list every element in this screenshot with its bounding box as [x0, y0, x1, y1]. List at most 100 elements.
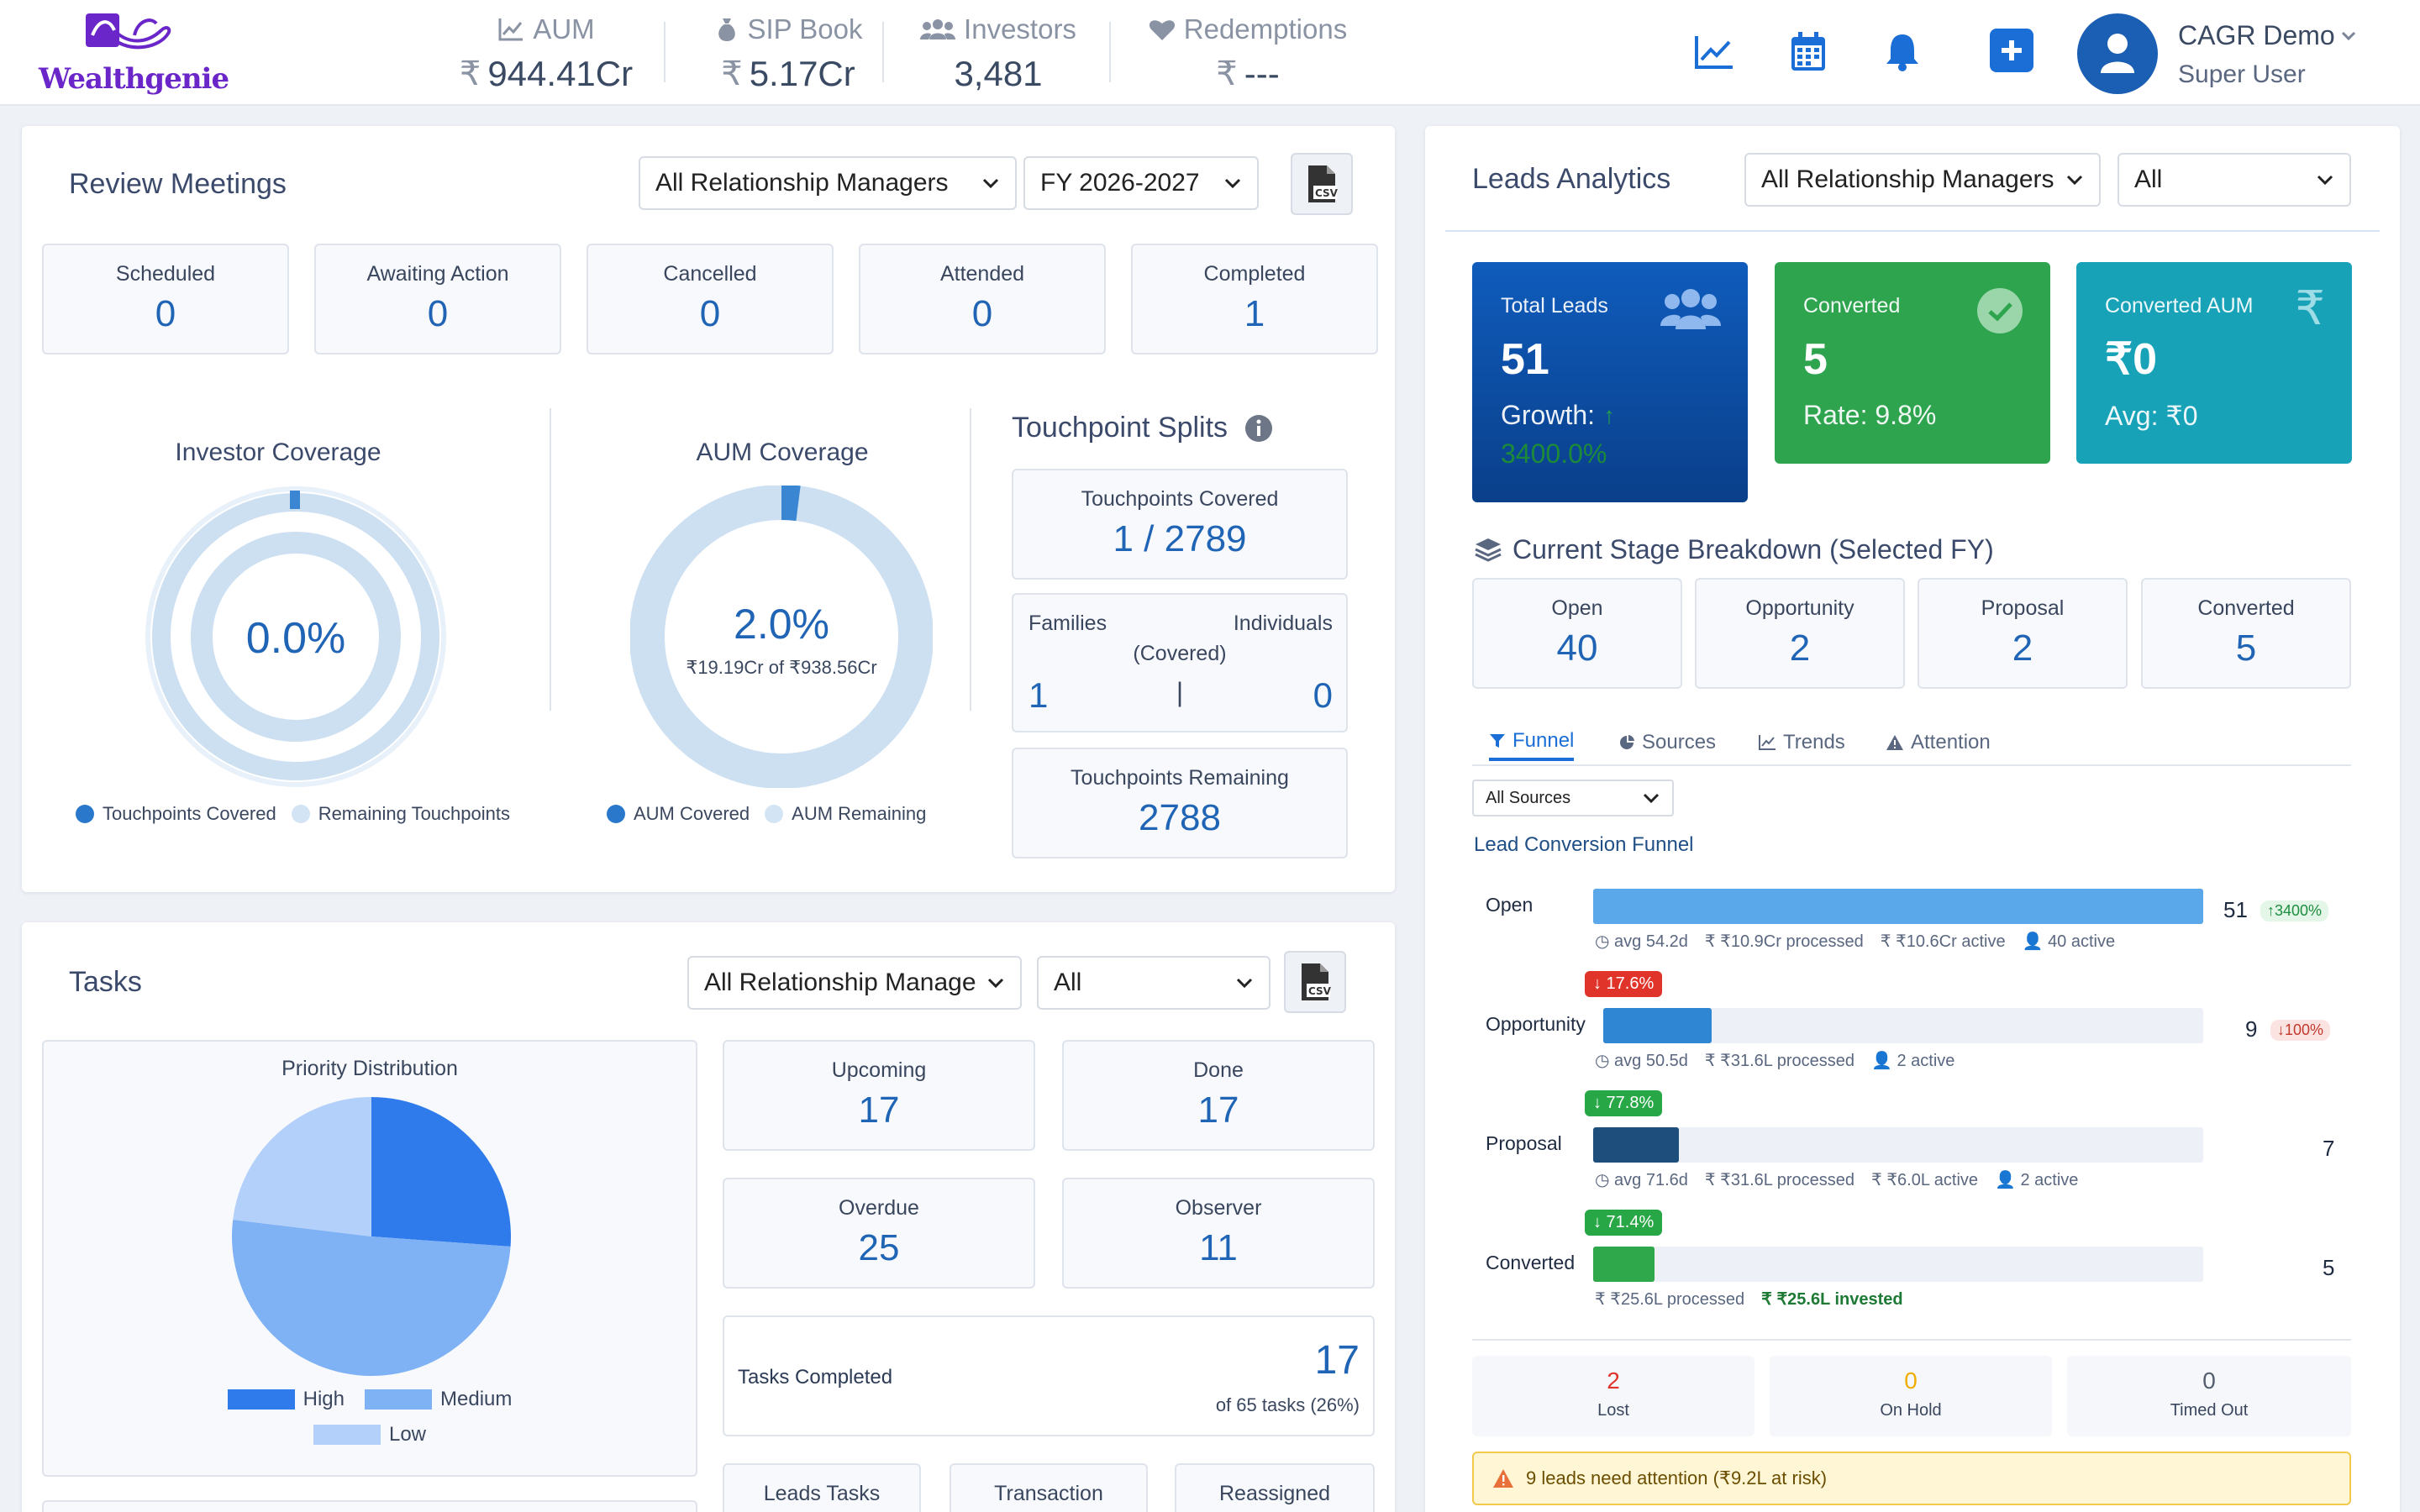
review-rm-select-value: All Relationship Managers — [655, 169, 949, 197]
review-fy-select[interactable]: FY 2026-2027 — [1023, 156, 1259, 210]
warning-icon — [1886, 735, 1903, 750]
review-rm-select[interactable]: All Relationship Managers — [639, 156, 1017, 210]
tab-label: Leads Tasks — [763, 1482, 881, 1505]
calendar-button[interactable] — [1785, 29, 1832, 76]
tasks-status-select[interactable]: All — [1037, 956, 1270, 1010]
meta-value: ₹6.0L active — [1886, 1171, 1979, 1189]
touchpoints-covered-value: 1 / 2789 — [1113, 518, 1247, 559]
avatar[interactable] — [2077, 13, 2158, 94]
aum-coverage-donut — [630, 486, 933, 788]
touchpoints-covered-label: Touchpoints Covered — [1081, 487, 1279, 511]
tab-transaction[interactable]: Transaction — [950, 1463, 1148, 1512]
priority-legend: High Medium Low — [44, 1388, 696, 1446]
add-button[interactable] — [1990, 29, 2033, 72]
priority-distribution-title: Priority Distribution — [281, 1057, 458, 1080]
priority-pie-chart — [231, 1097, 511, 1377]
funnel-bar-open[interactable] — [1593, 889, 2203, 924]
funnel-drop-pill: ↓ 77.8% — [1585, 1090, 1663, 1116]
touchpoints-remaining-box: Touchpoints Remaining 2788 — [1012, 748, 1348, 858]
clock-meta: ◷ avg 71.6d — [1595, 1171, 1688, 1189]
funnel-meta-converted: ₹ ₹25.6L processed ₹ ₹25.6L invested — [1595, 1289, 1903, 1310]
stage-breakdown-header: Current Stage Breakdown (Selected FY) — [1474, 534, 1994, 565]
legend-dot-covered — [607, 805, 625, 823]
leads-rm-select-value: All Relationship Managers — [1761, 165, 2054, 193]
tab-trends[interactable]: Trends — [1758, 724, 1845, 761]
user-role: Super User — [2178, 60, 2306, 88]
user-menu[interactable]: CAGR Demo — [2178, 20, 2357, 51]
funnel-meta-opportunity: ◷ avg 50.5d ₹ ₹31.6L processed 👤 2 activ… — [1595, 1050, 1954, 1071]
pie-slice-high[interactable] — [371, 1097, 511, 1247]
meta-value: ₹10.6Cr active — [1896, 932, 2006, 951]
leads-rm-select[interactable]: All Relationship Managers — [1744, 153, 2101, 207]
chart-line-icon — [1759, 735, 1776, 750]
kpi-divider — [1109, 22, 1111, 82]
funnel-bar-converted[interactable] — [1593, 1247, 1655, 1282]
funnel-bar-proposal[interactable] — [1593, 1127, 1679, 1163]
pie-slice-low[interactable] — [233, 1097, 371, 1236]
heart-icon — [1149, 20, 1175, 40]
invested-meta: ₹ ₹25.6L invested — [1761, 1290, 1903, 1309]
users-icon — [920, 19, 956, 39]
chevron-down-icon — [2066, 175, 2083, 186]
kpi-divider — [664, 22, 666, 82]
touchpoints-remaining-value: 2788 — [1139, 797, 1221, 838]
rupee-icon: ₹ — [721, 55, 743, 92]
aum-coverage-title: AUM Coverage — [696, 438, 869, 466]
leads-tabs: Funnel Sources Trends Attention — [1472, 719, 2351, 766]
stage-breakdown-title: Current Stage Breakdown (Selected FY) — [1512, 534, 1994, 564]
funnel-meta-proposal: ◷ avg 71.6d ₹ ₹31.6L processed ₹ ₹6.0L a… — [1595, 1169, 2078, 1190]
stat-label: Done — [1193, 1058, 1244, 1082]
chart-line-icon — [1695, 36, 1733, 69]
attention-alert[interactable]: 9 leads need attention (₹9.2L at risk) — [1472, 1452, 2351, 1505]
tab-label: Trends — [1783, 731, 1845, 753]
stat-value: 0 — [427, 293, 449, 334]
info-icon[interactable] — [1244, 414, 1273, 443]
meta-value: 2 active — [2020, 1171, 2079, 1189]
svg-text:CSV: CSV — [1308, 985, 1332, 997]
touchpoint-splits-header: Touchpoint Splits — [1012, 412, 1273, 444]
stat-value: 17 — [858, 1089, 900, 1131]
meta-value: avg 50.5d — [1614, 1052, 1688, 1070]
meta-value: 40 active — [2048, 932, 2116, 951]
outcome-value: 0 — [1904, 1368, 1918, 1394]
investor-coverage-marker — [290, 491, 300, 509]
review-meetings-card: Review Meetings All Relationship Manager… — [22, 126, 1395, 892]
notifications-button[interactable] — [1879, 29, 1926, 76]
leads-scope-select[interactable]: All — [2118, 153, 2351, 207]
chevron-down-icon — [2317, 175, 2333, 186]
kpi-aum-value: 944.41Cr — [487, 54, 634, 93]
converted-card: Converted 5 Rate: 9.8% — [1775, 262, 2050, 464]
funnel-bar-opportunity[interactable] — [1603, 1008, 1712, 1043]
analytics-button[interactable] — [1691, 29, 1738, 76]
tab-reassigned[interactable]: Reassigned — [1175, 1463, 1375, 1512]
legend-label: AUM Covered — [634, 803, 750, 824]
pie-slice-medium[interactable] — [231, 1219, 511, 1377]
total-leads-growth-value: 3400.0% — [1501, 438, 1607, 469]
tab-leads-tasks[interactable]: Leads Tasks — [723, 1463, 921, 1512]
tab-sources[interactable]: Sources — [1618, 724, 1716, 761]
tab-attention[interactable]: Attention — [1886, 724, 1991, 761]
brand-logo[interactable]: Wealthgenie — [39, 10, 229, 97]
tab-funnel[interactable]: Funnel — [1489, 724, 1575, 761]
total-leads-label: Total Leads — [1501, 294, 1608, 318]
next-panel-box — [42, 1500, 697, 1512]
funnel-drop-pill: ↓ 71.4% — [1585, 1210, 1663, 1236]
meta-value: ₹31.6L processed — [1720, 1171, 1855, 1189]
converted-aum-avg: Avg: ₹0 — [2105, 401, 2198, 431]
legend-dot-remaining — [765, 805, 784, 823]
users-icon — [1660, 289, 1721, 329]
review-csv-export-button[interactable]: CSV — [1291, 153, 1353, 215]
source-filter-select[interactable]: All Sources — [1472, 780, 1674, 816]
tasks-rm-select-value: All Relationship Manage — [704, 969, 976, 996]
svg-text:CSV: CSV — [1315, 187, 1339, 199]
rupee-icon: ₹ — [2295, 281, 2325, 334]
stat-label: Awaiting Action — [366, 262, 509, 286]
tasks-csv-export-button[interactable]: CSV — [1284, 951, 1346, 1013]
families-individuals-box: Families Individuals (Covered) 1 | 0 — [1012, 593, 1348, 732]
processed-meta: ₹ ₹31.6L processed — [1704, 1052, 1855, 1070]
outcome-lost: 2 Lost — [1472, 1356, 1754, 1436]
stage-value: 2 — [2012, 627, 2033, 669]
tasks-rm-select[interactable]: All Relationship Manage — [687, 956, 1022, 1010]
rupee-icon: ₹ — [459, 55, 481, 92]
stat-awaiting-action: Awaiting Action 0 — [314, 244, 561, 354]
